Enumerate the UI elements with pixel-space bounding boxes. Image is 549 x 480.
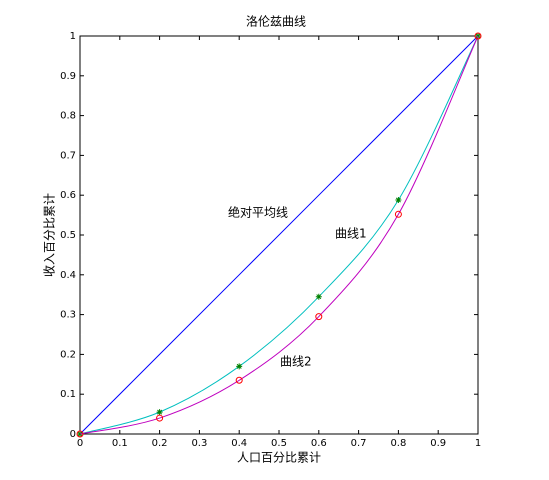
- series-label: 绝对平均线: [228, 205, 288, 220]
- y-tick-label: 0.7: [60, 150, 76, 161]
- y-tick-label: 0.5: [60, 230, 76, 241]
- marker-star: [156, 409, 163, 416]
- x-tick-label: 0.5: [271, 438, 287, 449]
- marker-circle: [235, 376, 243, 384]
- series-label: 曲线2: [280, 355, 312, 369]
- y-tick-label: 0.8: [60, 111, 76, 122]
- x-tick-label: 0.4: [231, 438, 247, 449]
- y-axis-label: 收入百分比累计: [43, 193, 57, 277]
- marker-star: [395, 196, 402, 203]
- x-tick-label: 0.6: [311, 438, 327, 449]
- y-tick-label: 0.3: [60, 310, 76, 321]
- x-tick-label: 0.1: [112, 438, 128, 449]
- series-label: 曲线1: [335, 227, 367, 241]
- x-tick-label: 1: [475, 438, 481, 449]
- x-tick-label: 0.8: [390, 438, 406, 449]
- y-tick-label: 0.1: [60, 389, 76, 400]
- marker-star: [236, 363, 243, 370]
- marker-circle: [156, 414, 164, 422]
- y-tick-label: 0.9: [60, 71, 76, 82]
- marker-star: [475, 33, 481, 39]
- x-axis-label: 人口百分比累计: [237, 451, 321, 465]
- y-tick-label: 1: [70, 31, 76, 42]
- series-line: [79, 35, 479, 435]
- marker-circle: [315, 313, 323, 321]
- x-tick-label: 0.3: [191, 438, 207, 449]
- marker-star: [315, 293, 322, 300]
- y-tick-label: 0: [70, 429, 76, 440]
- x-tick-label: 0.7: [351, 438, 367, 449]
- series-line: [79, 35, 479, 435]
- marker-circle: [394, 210, 402, 218]
- x-tick-label: 0.9: [430, 438, 446, 449]
- x-tick-label: 0: [77, 438, 83, 449]
- y-tick-label: 0.6: [60, 190, 76, 201]
- marker-circle: [76, 430, 84, 438]
- y-tick-label: 0.4: [60, 270, 76, 281]
- y-tick-label: 0.2: [60, 349, 76, 360]
- marker-circle: [474, 32, 482, 40]
- x-tick-label: 0.2: [152, 438, 168, 449]
- chart-title: 洛伦兹曲线: [246, 14, 306, 29]
